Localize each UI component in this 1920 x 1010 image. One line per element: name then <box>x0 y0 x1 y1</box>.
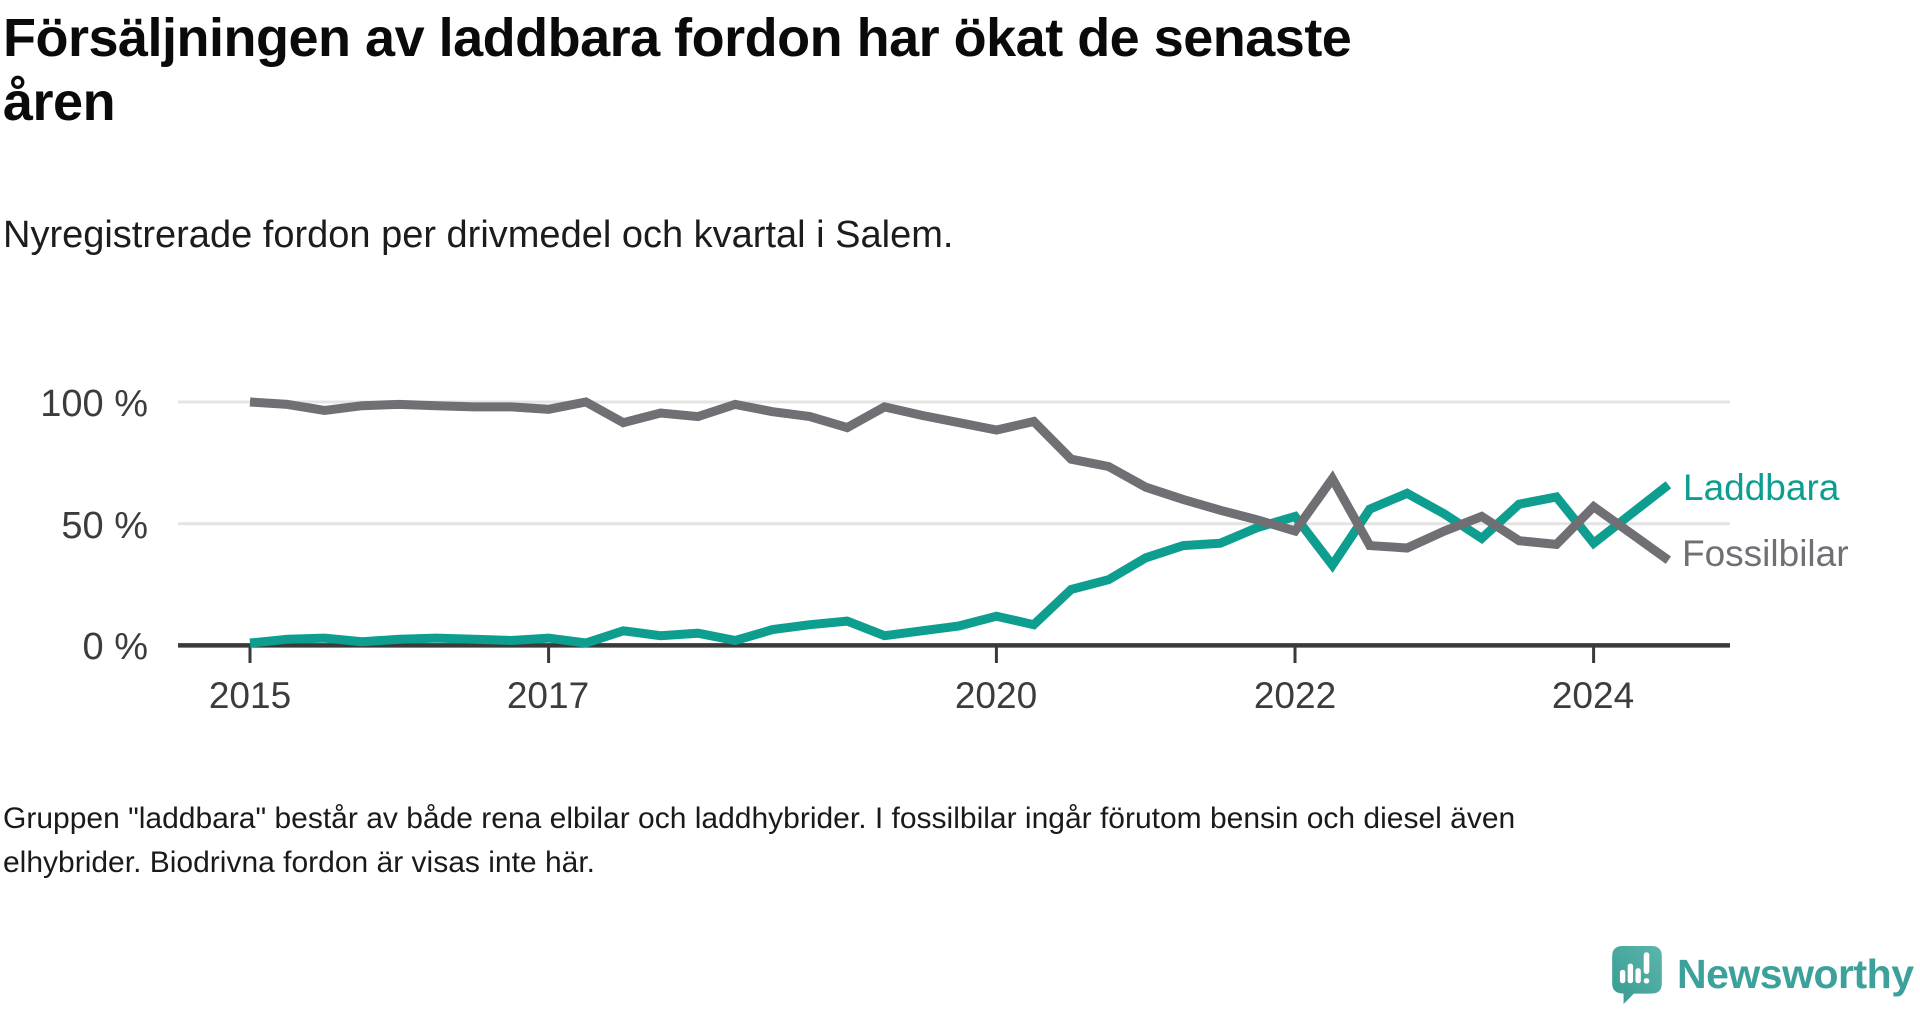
footer-note-line-2: elhybrider. Biodrivna fordon är visas in… <box>3 846 595 879</box>
x-tick-label-2015: 2015 <box>208 675 292 716</box>
x-tick-label-2022: 2022 <box>1253 675 1337 716</box>
chart-title-line-1: Försäljningen av laddbara fordon har öka… <box>3 8 1352 68</box>
footer-note-line-1: Gruppen "laddbara" består av både rena e… <box>3 802 1516 835</box>
chart-title: Försäljningen av laddbara fordon har öka… <box>3 6 1863 134</box>
legend-label-fossilbilar: Fossilbilar <box>1682 533 1849 574</box>
newsworthy-logo-text: Newsworthy <box>1677 951 1914 997</box>
x-tick-label-2024: 2024 <box>1551 675 1635 716</box>
chart-subtitle: Nyregistrerade fordon per drivmedel och … <box>3 214 954 256</box>
x-tick-label-2020: 2020 <box>954 675 1038 716</box>
series-line-laddbara <box>249 481 1672 648</box>
footer-note: Gruppen "laddbara" består av både rena e… <box>3 797 1883 885</box>
series-lines <box>249 397 1672 648</box>
exclamation-bar <box>1643 952 1650 974</box>
bar-chart-glyph <box>1619 952 1650 984</box>
y-tick-label-100: 100 % <box>40 383 148 425</box>
y-tick-label-0: 0 % <box>82 626 148 668</box>
newsworthy-logo: Newsworthy <box>1610 945 1920 1007</box>
x-axis-ticks <box>248 647 1596 663</box>
chart-title-line-2: åren <box>3 72 116 132</box>
series-line-fossilbilar <box>249 397 1672 564</box>
x-tick-label-2017: 2017 <box>506 675 590 716</box>
legend-label-laddbara: Laddbara <box>1683 467 1840 508</box>
exclamation-dot <box>1643 978 1650 984</box>
newsworthy-logo-icon <box>1612 946 1662 1004</box>
y-tick-label-50: 50 % <box>61 505 148 547</box>
